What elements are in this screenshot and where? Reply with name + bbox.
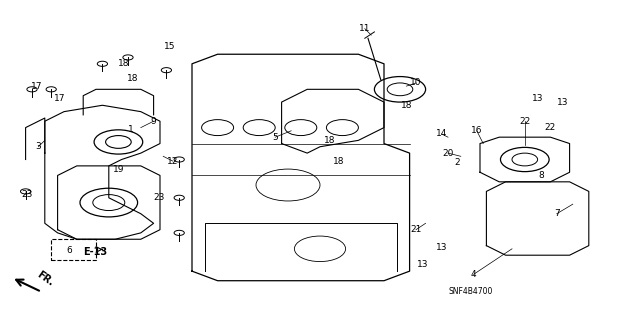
- Text: 13: 13: [417, 260, 428, 269]
- Text: 20: 20: [442, 149, 454, 158]
- Text: 22: 22: [545, 123, 556, 132]
- Text: 18: 18: [324, 136, 335, 145]
- Text: 11: 11: [359, 24, 371, 33]
- Text: 7: 7: [554, 209, 559, 218]
- Bar: [51, 239, 96, 260]
- Text: 3: 3: [36, 142, 41, 151]
- Text: 9: 9: [151, 117, 156, 126]
- Text: 17: 17: [54, 94, 65, 103]
- Text: 18: 18: [333, 157, 345, 166]
- Text: 2: 2: [455, 158, 460, 167]
- Text: 13: 13: [436, 243, 447, 252]
- Text: 10: 10: [410, 78, 422, 87]
- Text: 16: 16: [471, 126, 483, 135]
- Text: 13: 13: [532, 94, 543, 103]
- Text: 23: 23: [22, 190, 33, 199]
- Text: 8: 8: [538, 171, 543, 180]
- Text: 13: 13: [557, 98, 569, 107]
- Text: 18: 18: [401, 101, 412, 110]
- Text: 1: 1: [129, 125, 134, 134]
- Text: E-13: E-13: [83, 247, 107, 257]
- Text: 18: 18: [127, 74, 138, 83]
- Text: 23: 23: [153, 193, 164, 202]
- Text: 22: 22: [519, 117, 531, 126]
- Text: SNF4B4700: SNF4B4700: [448, 287, 493, 296]
- Text: 12: 12: [167, 157, 179, 166]
- Text: 17: 17: [31, 82, 43, 91]
- Text: 6: 6: [67, 246, 72, 255]
- Text: 4: 4: [471, 270, 476, 279]
- Text: 5: 5: [273, 133, 278, 142]
- Text: 15: 15: [164, 42, 175, 51]
- Text: FR.: FR.: [35, 270, 56, 288]
- Text: 18: 18: [118, 59, 129, 68]
- Text: 21: 21: [410, 225, 422, 234]
- Text: 19: 19: [113, 165, 124, 174]
- Text: 14: 14: [436, 130, 447, 138]
